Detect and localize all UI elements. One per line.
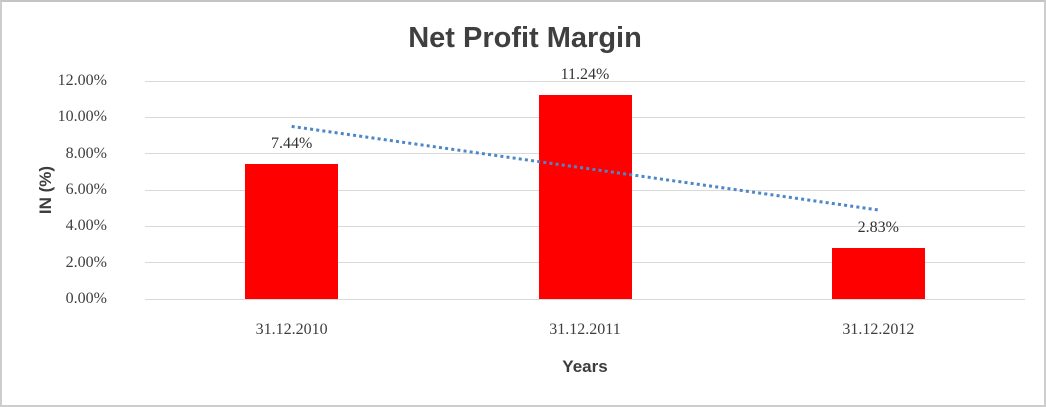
gridline bbox=[145, 80, 1025, 82]
y-axis-tick-label: 8.00% bbox=[65, 144, 107, 162]
bar-data-label: 11.24% bbox=[560, 65, 610, 83]
y-axis-tick-label: 12.00% bbox=[57, 72, 107, 89]
bar-data-label: 7.44% bbox=[270, 134, 313, 152]
bar-31.12.2011[interactable] bbox=[538, 94, 632, 299]
x-axis-tick-label: 31.12.2012 bbox=[842, 321, 915, 338]
gridline bbox=[145, 298, 1025, 300]
plot-area: 0.00% 2.00% 4.00% 6.00% 8.00% 10.00% 12.00% 7.4… bbox=[58, 66, 1025, 307]
x-axis-tick-label: 31.12.2010 bbox=[255, 321, 328, 338]
bar-31.12.2012[interactable] bbox=[831, 247, 925, 299]
y-axis-tick-label: 4.00% bbox=[65, 217, 107, 235]
y-axis-tick-label: 10.00% bbox=[57, 108, 107, 126]
y-axis-tick-label: 2.00% bbox=[65, 253, 107, 271]
x-axis-title: Years bbox=[562, 357, 608, 376]
bar-31.12.2010[interactable] bbox=[245, 163, 339, 299]
y-axis-tick-label: 0.00% bbox=[65, 290, 107, 307]
y-axis-tick-label: 6.00% bbox=[65, 181, 107, 198]
x-axis-tick-label: 31.12.2011 bbox=[549, 321, 621, 338]
bar-data-label: 2.83% bbox=[857, 218, 899, 236]
chart-title: Net Profit Margin bbox=[408, 22, 642, 54]
